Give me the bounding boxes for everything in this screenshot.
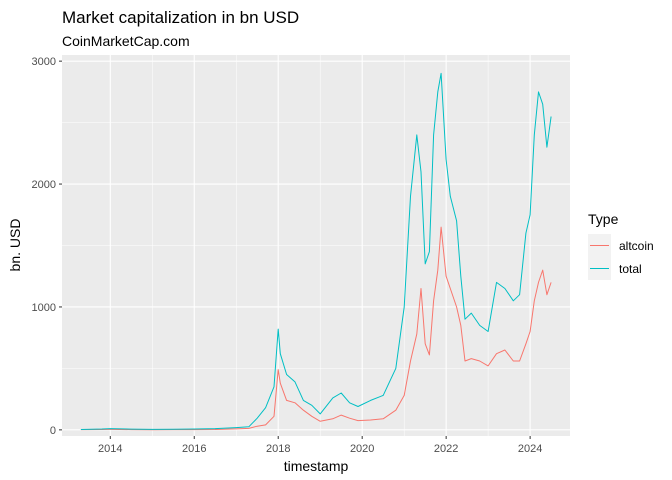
y-tick-label: 3000: [32, 56, 56, 68]
series-line-altcoin: [80, 226, 552, 431]
x-axis-title: timestamp: [284, 458, 349, 474]
legend: Type altcoin total: [588, 211, 654, 280]
chart-subtitle: CoinMarketCap.com: [62, 33, 190, 49]
series-line-total: [80, 72, 552, 430]
legend-title: Type: [588, 211, 619, 227]
x-tick-label: 2016: [182, 443, 206, 455]
chart-title: Market capitalization in bn USD: [62, 8, 299, 27]
grid-minor: [62, 55, 570, 436]
legend-label-altcoin: altcoin: [619, 239, 654, 253]
series-layer: [80, 72, 552, 431]
x-tick-label: 2022: [434, 443, 458, 455]
x-tick-label: 2018: [266, 443, 290, 455]
y-axis-title: bn. USD: [7, 219, 23, 272]
y-axis-ticks: 0 1000 2000 3000: [32, 56, 62, 437]
x-tick-label: 2024: [518, 443, 542, 455]
legend-label-total: total: [619, 262, 642, 276]
y-tick-label: 1000: [32, 302, 56, 314]
x-axis-ticks: 2014 2016 2018 2020 2022 2024: [98, 436, 542, 455]
x-tick-label: 2014: [98, 443, 122, 455]
y-tick-label: 0: [50, 425, 56, 437]
y-tick-label: 2000: [32, 179, 56, 191]
legend-items: altcoin total: [588, 234, 654, 280]
x-tick-label: 2020: [350, 443, 374, 455]
